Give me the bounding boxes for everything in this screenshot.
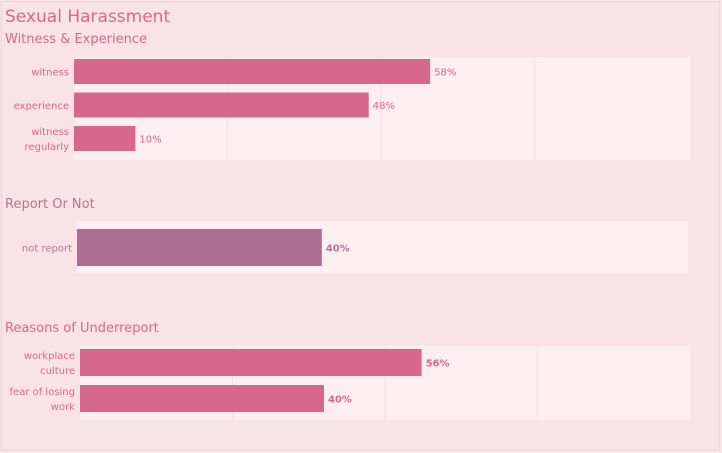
value-label: 40% [328,395,352,406]
value-label: 58% [434,68,456,79]
report-or-not-title: Report Or Not [5,197,95,212]
witness-experience-chart: 58% witness 48% experience 10% witness regular… [14,57,690,160]
category-label: not report [22,244,72,255]
reasons-underreport-title: Reasons of Underreport [5,321,159,336]
bar [74,59,431,84]
bar [74,92,369,118]
bar [77,229,322,266]
report-or-not-chart: 40% not report [22,221,688,273]
witness-experience-title: Witness & Experience [5,32,147,47]
value-label: 56% [426,359,450,370]
dashboard-title: Sexual Harassment [5,7,171,27]
value-label: 40% [326,244,350,255]
bar [80,385,324,412]
bar [80,349,422,376]
category-label: witness [31,68,69,79]
category-label: fear of losing work [10,387,76,413]
category-label: witness regularly [25,127,70,153]
bar [74,126,136,151]
reasons-underreport-chart: 56% workplace culture 40% fear of losing work [10,346,690,420]
category-label: experience [14,101,69,112]
value-label: 48% [373,101,395,112]
value-label: 10% [139,135,161,146]
category-label: workplace culture [24,351,75,377]
